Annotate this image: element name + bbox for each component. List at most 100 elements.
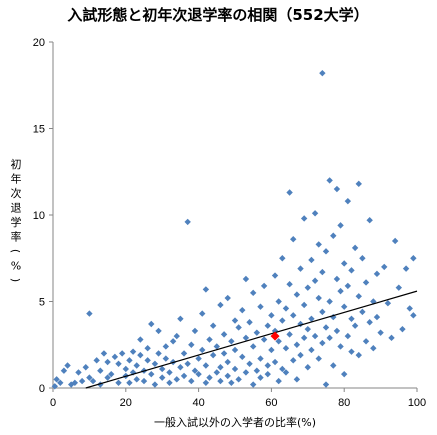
- chart-title: 入試形態と初年次退学率の相関（552大学）: [67, 6, 368, 24]
- plot-area: [52, 42, 417, 389]
- data-point: [104, 374, 111, 381]
- data-point: [264, 362, 271, 369]
- data-point: [64, 362, 71, 369]
- data-point: [257, 303, 264, 310]
- data-point: [177, 315, 184, 322]
- data-point: [282, 345, 290, 352]
- data-point: [300, 334, 308, 342]
- data-point: [293, 341, 301, 348]
- data-point: [118, 350, 126, 357]
- x-tick-label: 80: [338, 397, 350, 409]
- data-point: [257, 374, 264, 381]
- data-point: [126, 379, 133, 387]
- y-axis-label-char: (: [9, 249, 22, 253]
- data-point: [355, 293, 362, 300]
- data-point: [86, 374, 93, 381]
- data-point: [377, 329, 384, 336]
- data-point: [355, 180, 362, 188]
- data-point: [115, 379, 122, 387]
- data-point: [250, 289, 257, 297]
- data-point: [286, 189, 293, 196]
- data-point: [319, 339, 326, 347]
- data-point: [359, 255, 366, 262]
- data-point: [71, 379, 79, 387]
- data-point: [311, 277, 319, 284]
- data-point: [151, 381, 159, 388]
- data-point: [395, 284, 402, 291]
- data-point: [224, 294, 231, 302]
- data-point: [370, 345, 377, 352]
- data-point: [188, 377, 195, 385]
- data-point: [231, 346, 239, 354]
- y-tick-label: 15: [33, 124, 45, 136]
- data-point: [115, 360, 122, 367]
- data-point: [82, 364, 89, 371]
- x-tick-label: 60: [265, 397, 277, 409]
- data-point: [220, 350, 228, 357]
- data-point: [341, 370, 348, 378]
- data-point: [308, 346, 315, 354]
- data-point: [173, 376, 180, 383]
- data-point: [391, 237, 399, 245]
- x-tick-label: 20: [120, 397, 132, 409]
- data-point: [206, 336, 213, 343]
- data-point: [319, 268, 326, 276]
- data-point: [202, 362, 210, 369]
- data-point: [206, 374, 213, 381]
- data-point: [250, 381, 257, 388]
- data-point: [122, 365, 129, 373]
- y-axis-label-char: ): [9, 278, 22, 282]
- data-point: [209, 351, 217, 359]
- data-point: [268, 312, 275, 319]
- data-point: [155, 327, 162, 335]
- data-point: [362, 338, 370, 345]
- x-tick-label: 0: [50, 397, 56, 409]
- data-point: [341, 303, 348, 310]
- data-point: [242, 334, 250, 342]
- y-axis-label-char: 次: [11, 186, 22, 200]
- data-point: [348, 267, 355, 274]
- data-point: [195, 355, 202, 362]
- data-point: [137, 351, 144, 359]
- data-point: [75, 369, 82, 376]
- data-point: [224, 372, 231, 380]
- data-point: [137, 336, 144, 343]
- data-point: [319, 69, 326, 77]
- data-point: [242, 369, 250, 376]
- data-point: [282, 305, 290, 312]
- data-point: [410, 312, 417, 319]
- x-tick-label: 100: [408, 397, 426, 409]
- data-point: [315, 355, 322, 362]
- data-point: [264, 370, 271, 378]
- data-point: [126, 357, 133, 364]
- data-point: [209, 322, 217, 329]
- y-tick-label: 20: [33, 37, 45, 49]
- data-point: [322, 248, 330, 255]
- data-point: [129, 348, 137, 355]
- data-point: [155, 350, 162, 357]
- data-point: [406, 305, 413, 312]
- y-axis-label-char: %: [11, 260, 21, 273]
- data-point: [333, 327, 341, 335]
- data-point: [293, 291, 301, 298]
- data-point: [159, 374, 166, 381]
- data-point: [366, 319, 373, 326]
- data-point: [188, 341, 195, 348]
- data-point: [184, 360, 191, 367]
- data-point: [68, 381, 75, 388]
- data-point: [337, 222, 344, 229]
- data-point: [286, 331, 293, 338]
- x-axis-ticks: 0 20 40 60 80 100: [50, 388, 426, 409]
- data-point: [180, 372, 188, 380]
- data-point: [166, 369, 173, 376]
- data-point: [381, 263, 388, 271]
- data-point: [341, 260, 348, 267]
- y-axis-ticks: 0 5 10 15 20: [33, 37, 53, 395]
- data-point: [344, 197, 352, 205]
- data-point: [268, 346, 275, 354]
- data-point: [304, 325, 311, 333]
- data-point: [399, 325, 406, 333]
- data-point: [140, 377, 148, 385]
- data-point: [202, 379, 210, 387]
